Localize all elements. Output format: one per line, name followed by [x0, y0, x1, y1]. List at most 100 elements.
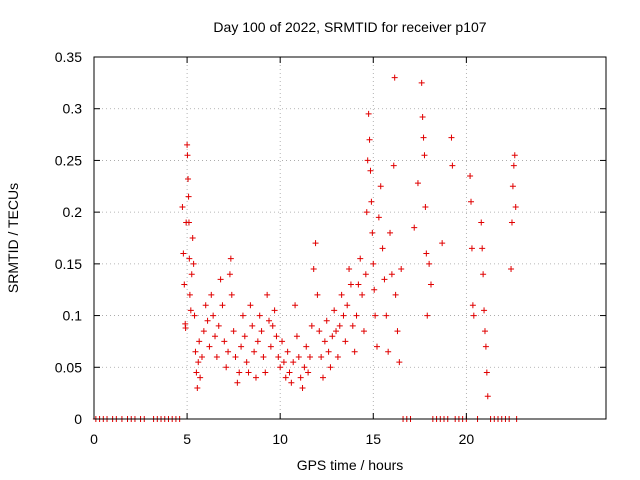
data-point: [181, 281, 188, 288]
data-point: [340, 312, 347, 319]
data-point: [470, 312, 477, 319]
data-point: [217, 276, 224, 283]
data-point: [241, 333, 248, 340]
data-point: [342, 338, 349, 345]
x-tick-label: 10: [272, 431, 288, 447]
data-point: [236, 369, 243, 376]
data-point: [292, 302, 299, 309]
data-point: [305, 369, 312, 376]
data-point: [484, 393, 491, 400]
x-tick-label: 5: [183, 431, 191, 447]
data-point: [369, 229, 376, 236]
data-point: [362, 271, 369, 278]
data-point: [280, 359, 287, 366]
data-point: [388, 271, 395, 278]
data-point: [310, 266, 317, 273]
data-point: [338, 291, 345, 298]
y-axis-label: SRMTID / TECUs: [5, 183, 21, 293]
data-point: [363, 209, 370, 216]
data-point: [275, 353, 282, 360]
data-point: [334, 353, 341, 360]
data-point: [230, 328, 237, 335]
data-point: [391, 74, 398, 81]
data-point: [333, 328, 340, 335]
data-point: [375, 214, 382, 221]
data-point: [351, 348, 358, 355]
data-point: [336, 322, 343, 329]
data-point: [508, 266, 515, 273]
data-point: [193, 369, 200, 376]
data-point: [318, 353, 325, 360]
data-point: [266, 317, 273, 324]
data-point: [247, 302, 254, 309]
data-point: [368, 198, 375, 205]
data-point: [398, 266, 405, 273]
data-point: [422, 203, 429, 210]
data-point: [481, 307, 488, 314]
data-point: [365, 110, 372, 117]
data-point: [288, 379, 295, 386]
data-point: [371, 286, 378, 293]
y-tick-label: 0.05: [55, 359, 82, 375]
data-point: [483, 369, 490, 376]
data-point: [423, 250, 430, 257]
data-point: [271, 307, 278, 314]
data-point: [383, 312, 390, 319]
data-point: [185, 219, 192, 226]
data-point: [479, 245, 486, 252]
data-point: [448, 134, 455, 141]
data-point: [232, 353, 239, 360]
data-point: [290, 359, 297, 366]
data-point: [297, 374, 304, 381]
data-point: [215, 322, 222, 329]
y-tick-label: 0: [74, 411, 82, 427]
data-point: [469, 302, 476, 309]
data-point: [186, 291, 193, 298]
data-point: [312, 240, 319, 247]
data-point: [213, 353, 220, 360]
data-point: [385, 348, 392, 355]
data-point: [414, 180, 421, 187]
data-point: [323, 317, 330, 324]
data-point: [327, 364, 334, 371]
data-point: [238, 343, 245, 350]
data-point: [225, 348, 232, 355]
data-point: [316, 328, 323, 335]
data-point: [273, 333, 280, 340]
data-point: [185, 176, 192, 183]
data-point: [373, 343, 380, 350]
x-axis-label: GPS time / hours: [297, 457, 404, 473]
data-point: [344, 302, 351, 309]
data-point: [359, 291, 366, 298]
data-point: [184, 152, 191, 159]
data-point: [208, 291, 215, 298]
data-point: [185, 193, 192, 200]
data-point: [331, 307, 338, 314]
data-point: [360, 328, 367, 335]
data-point: [411, 224, 418, 231]
data-point: [260, 353, 267, 360]
y-tick-label: 0.35: [55, 49, 82, 65]
data-point: [249, 322, 256, 329]
data-point: [424, 312, 431, 319]
data-point: [286, 369, 293, 376]
data-point: [293, 333, 300, 340]
data-point: [419, 113, 426, 120]
data-point: [481, 328, 488, 335]
data-point: [279, 338, 286, 345]
data-point: [252, 374, 259, 381]
data-point: [364, 157, 371, 164]
data-point: [325, 348, 332, 355]
data-point: [258, 328, 265, 335]
data-point: [264, 291, 271, 298]
data-point: [478, 219, 485, 226]
data-point: [191, 312, 198, 319]
data-point: [262, 369, 269, 376]
data-point: [219, 302, 226, 309]
data-point: [210, 312, 217, 319]
data-point: [187, 307, 194, 314]
data-point: [308, 322, 315, 329]
data-point: [347, 281, 354, 288]
data-point: [299, 384, 306, 391]
data-point: [370, 260, 377, 267]
